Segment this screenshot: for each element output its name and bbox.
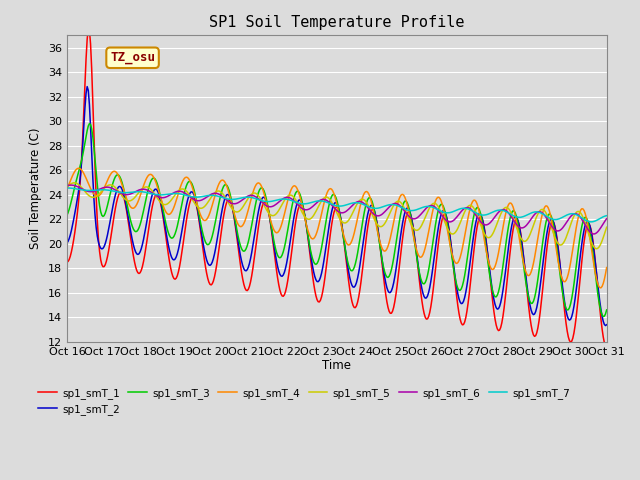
sp1_smT_1 [461, 319, 468, 325]
sp1_smT_6 [68, 182, 76, 188]
X-axis label: Time: Time [323, 360, 351, 372]
sp1_smT_6 [366, 207, 374, 213]
sp1_smT_4 [461, 233, 468, 239]
sp1_smT_5 [366, 206, 374, 212]
sp1_smT_3 [554, 256, 562, 262]
sp1_smT_6 [392, 201, 400, 206]
Text: TZ_osu: TZ_osu [110, 51, 155, 64]
sp1_smT_7 [460, 205, 467, 211]
sp1_smT_3 [86, 121, 93, 127]
sp1_smT_1 [603, 345, 611, 351]
sp1_smT_7 [553, 216, 561, 222]
sp1_smT_3 [232, 222, 240, 228]
sp1_smT_2 [292, 206, 300, 212]
sp1_smT_3 [600, 313, 607, 319]
sp1_smT_7 [291, 199, 298, 204]
sp1_smT_2 [232, 225, 240, 230]
Line: sp1_smT_7: sp1_smT_7 [67, 188, 607, 222]
sp1_smT_4 [603, 264, 611, 270]
sp1_smT_7 [587, 219, 595, 225]
sp1_smT_2 [63, 240, 71, 246]
sp1_smT_4 [292, 183, 300, 189]
sp1_smT_2 [602, 323, 609, 328]
Line: sp1_smT_4: sp1_smT_4 [67, 168, 607, 288]
sp1_smT_4 [63, 186, 71, 192]
sp1_smT_6 [63, 183, 71, 189]
sp1_smT_7 [365, 204, 372, 210]
sp1_smT_3 [603, 307, 611, 313]
sp1_smT_2 [554, 246, 562, 252]
sp1_smT_2 [603, 322, 611, 328]
sp1_smT_5 [461, 209, 468, 215]
sp1_smT_4 [597, 285, 605, 291]
sp1_smT_1 [292, 219, 300, 225]
sp1_smT_5 [71, 180, 79, 186]
sp1_smT_5 [603, 224, 611, 230]
sp1_smT_3 [392, 241, 400, 247]
sp1_smT_1 [392, 292, 400, 298]
sp1_smT_5 [232, 209, 240, 215]
sp1_smT_6 [232, 201, 240, 206]
sp1_smT_2 [366, 204, 374, 210]
sp1_smT_5 [63, 184, 71, 190]
Legend: sp1_smT_1, sp1_smT_2, sp1_smT_3, sp1_smT_4, sp1_smT_5, sp1_smT_6, sp1_smT_7: sp1_smT_1, sp1_smT_2, sp1_smT_3, sp1_smT… [35, 384, 575, 419]
Line: sp1_smT_6: sp1_smT_6 [67, 185, 607, 234]
sp1_smT_4 [392, 208, 400, 214]
sp1_smT_5 [554, 241, 562, 247]
Line: sp1_smT_1: sp1_smT_1 [67, 29, 607, 348]
Line: sp1_smT_3: sp1_smT_3 [67, 124, 607, 316]
sp1_smT_7 [603, 213, 611, 218]
Title: SP1 Soil Temperature Profile: SP1 Soil Temperature Profile [209, 15, 465, 30]
sp1_smT_4 [554, 258, 562, 264]
sp1_smT_3 [63, 213, 71, 218]
sp1_smT_3 [461, 273, 468, 278]
sp1_smT_1 [366, 212, 374, 218]
sp1_smT_4 [74, 166, 82, 171]
Line: sp1_smT_5: sp1_smT_5 [67, 183, 607, 249]
sp1_smT_2 [392, 267, 400, 273]
sp1_smT_6 [461, 205, 468, 211]
sp1_smT_5 [593, 246, 600, 252]
sp1_smT_2 [83, 84, 91, 89]
Line: sp1_smT_2: sp1_smT_2 [67, 86, 607, 325]
sp1_smT_1 [84, 26, 92, 32]
sp1_smT_1 [232, 227, 240, 233]
sp1_smT_5 [292, 197, 300, 203]
sp1_smT_6 [603, 216, 611, 222]
sp1_smT_6 [292, 200, 300, 205]
sp1_smT_4 [232, 216, 240, 222]
sp1_smT_2 [461, 295, 468, 300]
sp1_smT_1 [554, 244, 562, 250]
sp1_smT_5 [392, 200, 400, 205]
sp1_smT_1 [63, 259, 71, 265]
sp1_smT_6 [590, 231, 598, 237]
sp1_smT_7 [391, 202, 399, 208]
Y-axis label: Soil Temperature (C): Soil Temperature (C) [29, 128, 42, 249]
sp1_smT_4 [366, 194, 374, 200]
sp1_smT_6 [554, 228, 562, 234]
sp1_smT_7 [231, 196, 239, 202]
sp1_smT_7 [63, 185, 71, 191]
sp1_smT_3 [292, 190, 300, 196]
sp1_smT_3 [366, 195, 374, 201]
